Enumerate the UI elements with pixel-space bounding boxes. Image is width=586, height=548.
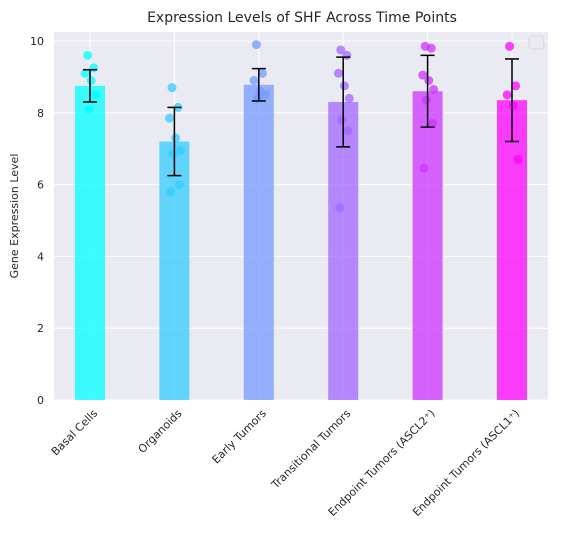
- data-point: [80, 68, 90, 78]
- data-point: [83, 50, 93, 60]
- bar: [243, 84, 274, 401]
- data-point: [511, 81, 521, 91]
- data-point: [249, 75, 259, 85]
- x-axis-ticks: Basal Cells Organoids Early Tumors Transiti…: [49, 407, 522, 519]
- bar: [75, 85, 105, 400]
- data-point: [429, 84, 439, 94]
- data-point: [426, 43, 436, 53]
- data-point: [424, 75, 434, 85]
- data-point: [336, 45, 346, 55]
- y-tick-label: 6: [37, 179, 44, 192]
- y-tick-label: 10: [30, 35, 44, 48]
- data-point: [91, 90, 101, 100]
- bar: [328, 102, 359, 400]
- data-point: [505, 41, 515, 51]
- y-axis-label: Gene Expression Level: [8, 154, 21, 279]
- bar: [412, 91, 443, 401]
- data-point: [513, 154, 523, 164]
- data-point: [333, 68, 343, 78]
- data-point: [251, 40, 261, 50]
- y-tick-label: 2: [37, 322, 44, 335]
- data-point: [427, 119, 437, 129]
- data-point: [337, 115, 347, 125]
- data-point: [165, 113, 175, 123]
- data-point: [508, 101, 518, 111]
- data-point: [502, 90, 512, 100]
- bar: [497, 100, 527, 401]
- data-point: [339, 81, 349, 91]
- plot-background: [54, 32, 548, 400]
- y-tick-label: 8: [37, 107, 44, 120]
- data-point: [168, 149, 178, 159]
- data-point: [344, 93, 354, 103]
- data-point: [171, 133, 181, 143]
- data-point: [418, 70, 428, 80]
- data-points: [80, 40, 523, 213]
- bar: [159, 141, 190, 400]
- data-point: [257, 68, 267, 78]
- data-point: [343, 126, 353, 136]
- data-point: [167, 83, 177, 93]
- bars: [75, 84, 527, 401]
- y-axis-ticks: 0 2 4 6 8 10: [30, 35, 44, 407]
- legend-box: [528, 35, 545, 50]
- y-tick-label: 4: [37, 250, 44, 263]
- data-point: [260, 90, 270, 100]
- data-point: [419, 163, 429, 173]
- data-point: [84, 104, 94, 114]
- data-point: [86, 75, 96, 85]
- x-tick-label: Transitional Tumors: [268, 407, 353, 492]
- data-point: [166, 187, 176, 197]
- chart-title: Expression Levels of SHF Across Time Poi…: [147, 10, 457, 26]
- x-tick-label: Early Tumors: [210, 407, 270, 467]
- data-point: [174, 180, 184, 190]
- y-tick-label: 0: [37, 394, 44, 407]
- data-point: [335, 203, 345, 213]
- x-tick-label: Basal Cells: [49, 407, 101, 459]
- error-bars: [83, 54, 519, 177]
- data-point: [175, 145, 185, 155]
- x-tick-label: Organoids: [136, 407, 185, 456]
- data-point: [421, 95, 431, 105]
